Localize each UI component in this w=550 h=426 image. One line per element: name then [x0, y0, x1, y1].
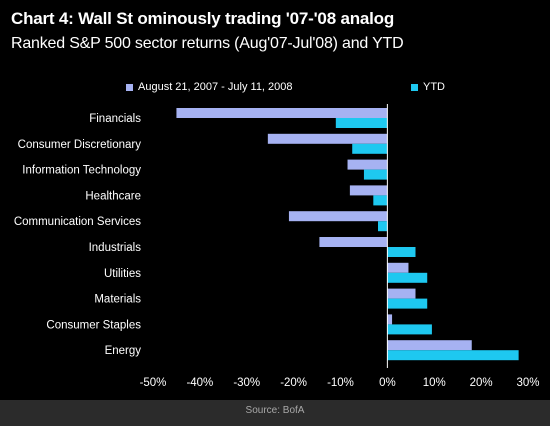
chart-title: Chart 4: Wall St ominously trading '07-'…	[11, 9, 395, 28]
bar-ytd-6	[387, 272, 428, 283]
bar-ytd-8	[387, 324, 432, 335]
chart-panel	[0, 0, 550, 400]
bar-ytd-2	[363, 169, 388, 180]
bar-period-6	[387, 262, 409, 273]
bar-period-1	[267, 133, 388, 144]
x-tick-label-4: -10%	[327, 377, 354, 389]
legend-item-ytd: YTD	[411, 80, 445, 94]
category-label-1: Consumer Discretionary	[18, 139, 142, 151]
chart-subtitle: Ranked S&P 500 sector returns (Aug'07-Ju…	[11, 35, 404, 52]
x-tick-label-6: 10%	[423, 377, 446, 389]
category-label-4: Communication Services	[14, 216, 141, 228]
x-tick-label-3: -20%	[280, 377, 307, 389]
bar-ytd-9	[387, 350, 519, 361]
bar-period-7	[387, 288, 416, 299]
category-label-5: Industrials	[89, 242, 142, 254]
bar-chart: Financials Consumer Discretionary Informat…	[14, 104, 540, 389]
bar-period-0	[176, 108, 388, 118]
category-label-6: Utilities	[104, 268, 141, 280]
category-label-8: Consumer Staples	[46, 319, 141, 331]
bar-period-8	[387, 314, 393, 325]
category-label-7: Materials	[94, 294, 141, 306]
bar-period-4	[288, 211, 388, 222]
bar-ytd-4	[378, 221, 388, 232]
legend-label-ytd: YTD	[423, 81, 445, 93]
legend-swatch-ytd	[411, 83, 418, 91]
x-tick-label-1: -40%	[186, 377, 213, 389]
bar-ytd-0	[335, 118, 388, 128]
category-label-3: Healthcare	[85, 190, 141, 202]
bar-ytd-3	[373, 195, 388, 206]
x-tick-label-5: 0%	[379, 377, 396, 389]
x-tick-label-8: 30%	[516, 377, 539, 389]
bar-ytd-5	[387, 247, 416, 257]
x-tick-label-0: -50%	[140, 377, 167, 389]
legend-swatch-period	[126, 83, 133, 91]
footer-bar	[0, 400, 550, 426]
source-note: Source: BofA	[245, 405, 305, 416]
legend-item-period: August 21, 2007 - July 11, 2008	[126, 80, 293, 94]
bar-ytd-1	[352, 143, 388, 154]
x-tick-label-7: 20%	[470, 377, 493, 389]
bar-period-3	[349, 185, 388, 196]
category-label-0: Financials	[89, 113, 141, 125]
x-tick-label-2: -30%	[233, 377, 260, 389]
bar-period-2	[347, 159, 388, 170]
bar-period-5	[319, 237, 388, 247]
legend-label-period: August 21, 2007 - July 11, 2008	[138, 81, 293, 93]
bar-period-9	[387, 340, 472, 351]
bar-ytd-7	[387, 298, 428, 309]
category-label-9: Energy	[105, 345, 142, 357]
category-label-2: Information Technology	[22, 165, 141, 177]
